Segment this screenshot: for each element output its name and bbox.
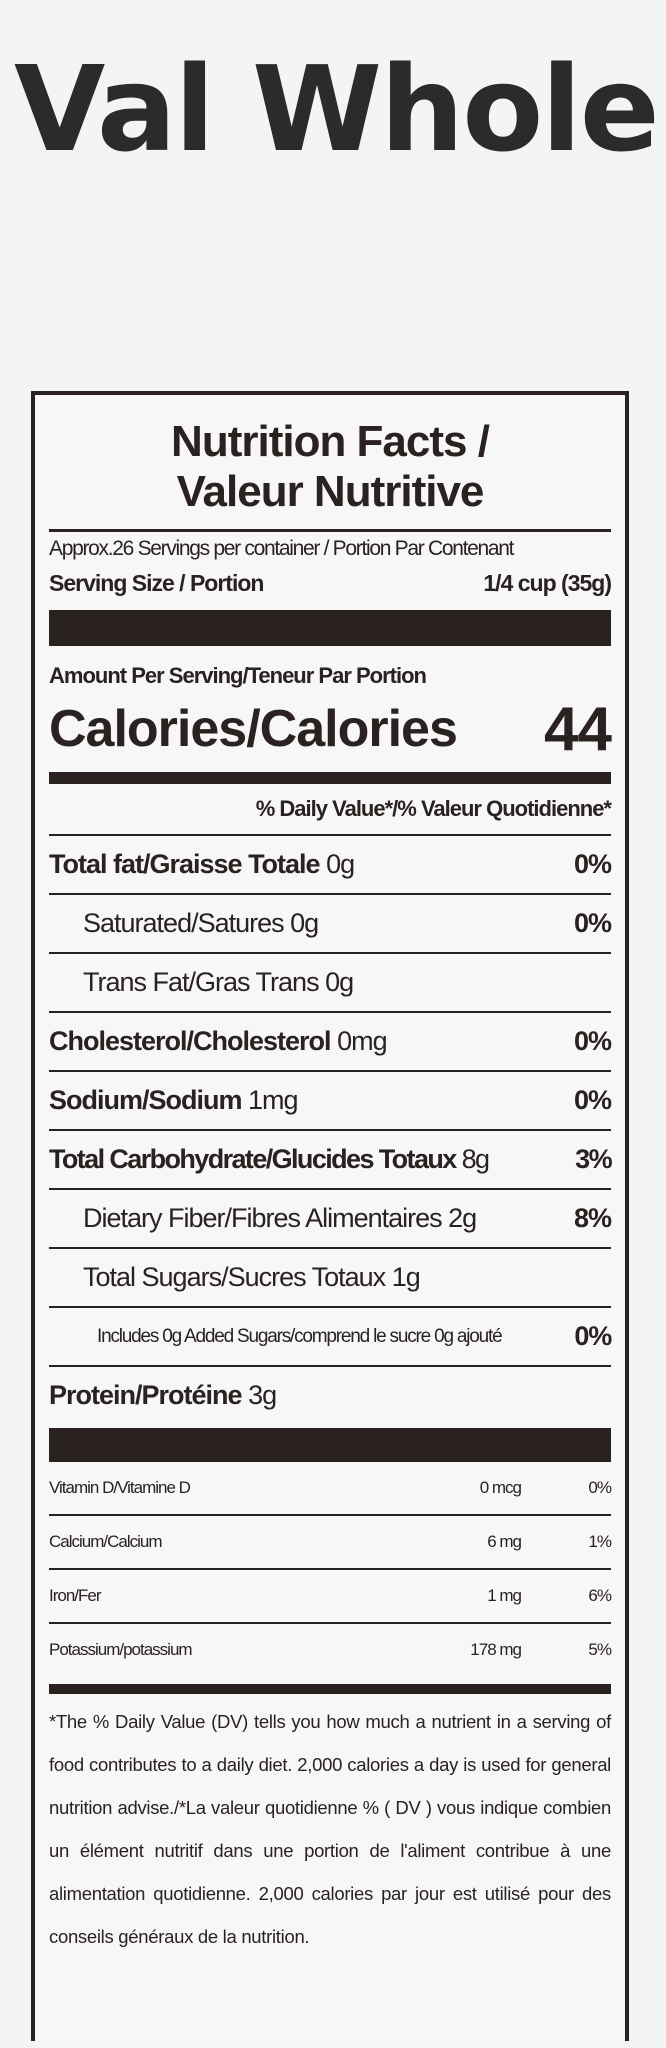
nutrient-name: Includes 0g Added Sugars/comprend le suc… xyxy=(97,1325,503,1347)
nutrient-amount: 2g xyxy=(448,1203,477,1233)
nutrient-name: Dietary Fiber/Fibres Alimentaires xyxy=(83,1203,443,1233)
nutrient-dv: 3% xyxy=(575,1144,612,1174)
vitamin-dv: 5% xyxy=(588,1640,612,1659)
vitamin-dv: 1% xyxy=(588,1532,612,1551)
nutrient-row: Includes 0g Added Sugars/comprend le suc… xyxy=(49,1308,612,1367)
footnote: *The % Daily Value (DV) tells you how mu… xyxy=(49,1711,611,1947)
nutrient-row: Dietary Fiber/Fibres Alimentaires 2g 8% xyxy=(49,1190,612,1249)
panel-title: Nutrition Facts / xyxy=(171,417,490,466)
vitamin-amount: 0 mcg xyxy=(479,1478,522,1497)
serving-size: Serving Size / Portion 1/4 cup (35g) xyxy=(49,566,612,600)
vitamin-dv: 6% xyxy=(588,1586,612,1605)
amount-header: Amount Per Serving/Teneur Par Portion xyxy=(49,654,611,698)
vitamin-amount: 1 mg xyxy=(487,1586,522,1605)
nutrient-row: Trans Fat/Gras Trans 0g xyxy=(49,954,611,1013)
nutrient-dv: 0% xyxy=(573,1026,612,1056)
nutrient-dv: 0% xyxy=(573,908,612,938)
vitamin-row: Calcium/Calcium 6 mg 1% xyxy=(49,1516,612,1570)
nutrient-dv: 0% xyxy=(573,849,612,879)
serving-size-label: Serving Size / Portion xyxy=(49,569,264,596)
nutrient-amount: 0g xyxy=(325,967,354,997)
calories: Calories/Calories 44 xyxy=(49,695,612,764)
panel-title: Valeur Nutritive xyxy=(176,467,485,516)
vitamin-name: Potassium/potassium xyxy=(49,1640,193,1659)
nutrient-dv: 8% xyxy=(573,1203,612,1233)
nutrient-row: Total Carbohydrate/Glucides Totaux 8g 3% xyxy=(49,1131,613,1190)
dv-header: % Daily Value*/% Valeur Quotidienne* xyxy=(49,784,612,836)
nutrient-row: Sodium/Sodium 1mg 0% xyxy=(49,1072,612,1131)
nutrient-amount: 8g xyxy=(461,1144,490,1174)
nutrient-amount: 1g xyxy=(391,1262,421,1292)
nutrient-amount: 0g xyxy=(290,908,319,938)
calories-label: Calories/Calories xyxy=(49,700,458,758)
vitamin-name: Vitamin D/Vitamine D xyxy=(49,1478,191,1497)
vitamin-row: Iron/Fer 1 mg 6% xyxy=(49,1570,612,1624)
nutrient-name: Total Carbohydrate/Glucides Totaux xyxy=(49,1144,457,1174)
vitamin-amount: 178 mg xyxy=(470,1640,522,1659)
vitamin-name: Iron/Fer xyxy=(49,1586,102,1605)
nutrition-panel: Nutrition Facts / Valeur Nutritive Appro… xyxy=(31,391,629,2041)
nutrient-dv: 0% xyxy=(574,1321,612,1351)
serving-size-value: 1/4 cup (35g) xyxy=(483,569,612,596)
dv-header-text: % Daily Value*/% Valeur Quotidienne* xyxy=(255,796,612,821)
nutrient-row: Total fat/Graisse Totale 0g 0% xyxy=(49,836,612,895)
nutrient-amount: 0mg xyxy=(337,1026,388,1056)
nutrient-row: Cholesterol/Cholesterol 0mg 0% xyxy=(49,1013,612,1072)
nutrient-name: Protein/Protéine xyxy=(49,1380,243,1410)
vitamin-row: Vitamin D/Vitamine D 0 mcg 0% xyxy=(49,1462,612,1516)
servings: Approx.26 Servings per container / Porti… xyxy=(49,532,611,566)
nutrient-dv: 0% xyxy=(573,1085,612,1115)
nutrient-amount: 0g xyxy=(326,849,355,879)
vitamin-name: Calcium/Calcium xyxy=(49,1532,163,1551)
nutrient-amount: 1mg xyxy=(248,1085,299,1115)
calories-value: 44 xyxy=(544,694,612,764)
nutrient-row: Protein/Protéine 3g xyxy=(49,1367,611,1424)
nutrient-name: Sodium/Sodium xyxy=(49,1085,242,1115)
vitamin-dv: 0% xyxy=(588,1478,612,1497)
nutrient-name: Total fat/Graisse Totale xyxy=(49,849,321,879)
nutrient-name: Saturated/Satures xyxy=(83,908,285,938)
nutrient-name: Cholesterol/Cholesterol xyxy=(49,1026,332,1056)
nutrient-amount: 3g xyxy=(248,1380,277,1410)
nutrient-name: Trans Fat/Gras Trans xyxy=(83,967,320,997)
vitamin-amount: 6 mg xyxy=(487,1532,522,1551)
nutrient-name: Total Sugars/Sucres Totaux xyxy=(83,1262,386,1292)
servings-text: Approx.26 Servings per container / Porti… xyxy=(49,537,514,560)
nutrient-row: Saturated/Satures 0g 0% xyxy=(49,895,612,954)
brand-name: Val Whole xyxy=(14,40,660,178)
vitamin-row: Potassium/potassium 178 mg 5% xyxy=(49,1624,612,1676)
amount-text: Amount Per Serving/Teneur Par Portion xyxy=(49,663,427,688)
nutrient-row: Total Sugars/Sucres Totaux 1g xyxy=(49,1249,611,1308)
